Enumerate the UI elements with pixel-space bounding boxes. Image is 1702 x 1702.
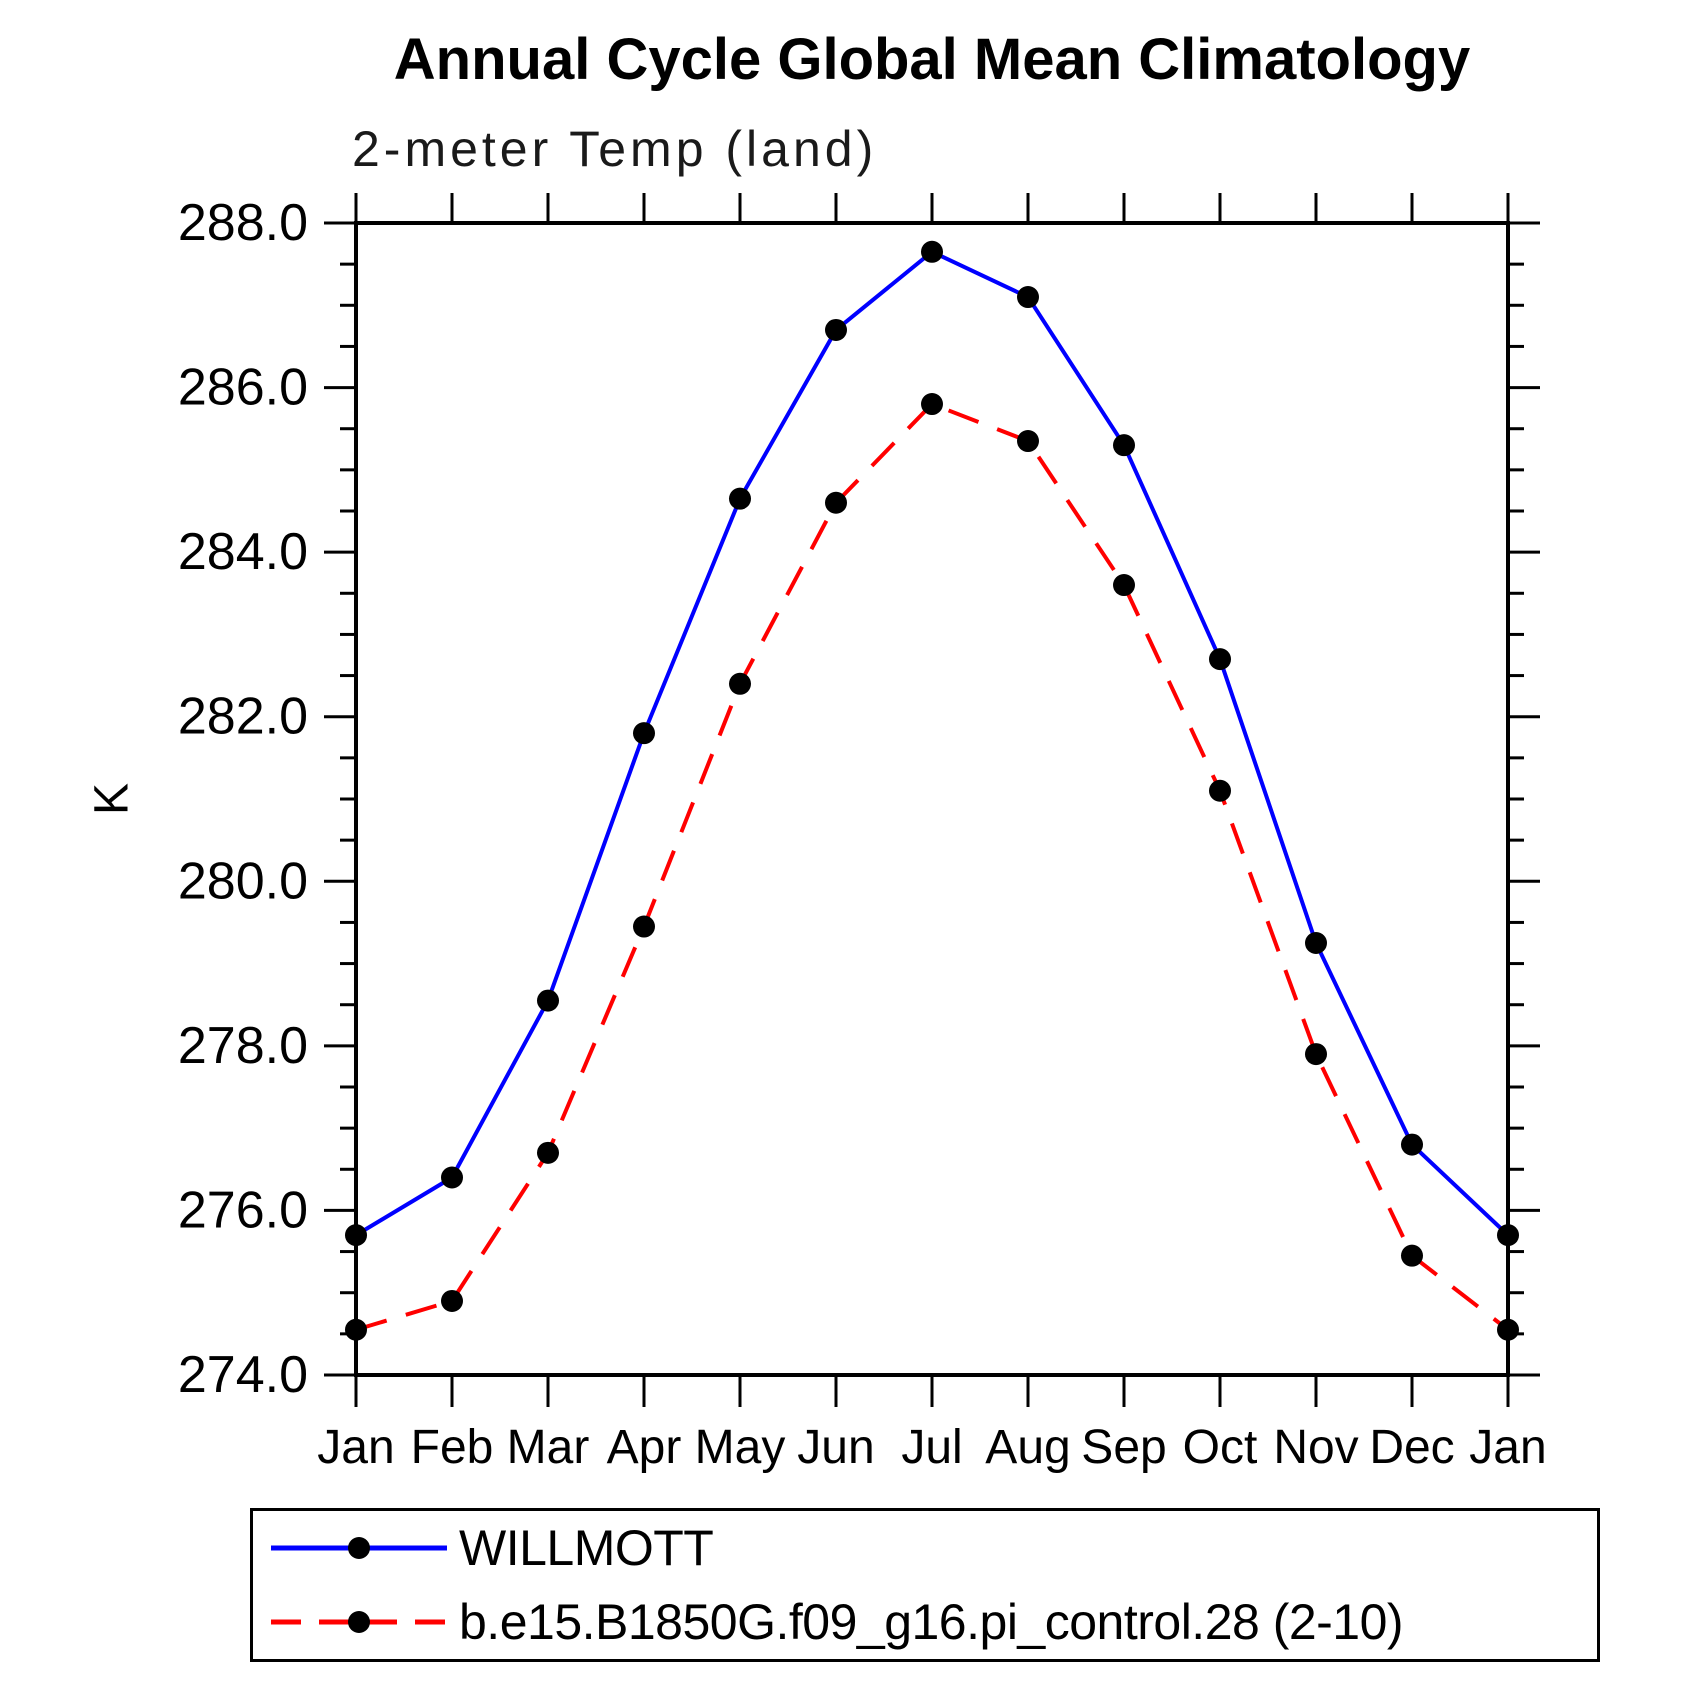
series-1-marker (1497, 1318, 1519, 1341)
series-0-marker (1113, 434, 1135, 457)
series-0-marker (825, 318, 847, 341)
x-tick-label: Nov (1273, 1421, 1358, 1474)
series-0-marker (1017, 286, 1039, 309)
series-1-marker (729, 672, 751, 695)
series-0-marker (441, 1166, 463, 1189)
series-1-marker (1209, 779, 1231, 802)
legend-marker (348, 1611, 370, 1633)
y-tick-label: 274.0 (178, 1346, 308, 1404)
y-tick-label: 280.0 (178, 852, 308, 910)
legend-label: WILLMOTT (459, 1520, 714, 1576)
series-0-marker (1305, 932, 1327, 954)
series-line-1 (355, 401, 1510, 1332)
series-0-marker (1209, 648, 1231, 671)
chart-title: Annual Cycle Global Mean Climatology (393, 27, 1471, 92)
legend-item: b.e15.B1850G.f09_g16.pi_control.28 (2-10… (253, 1585, 1597, 1659)
series-1-marker (345, 1318, 367, 1341)
x-tick-label: Sep (1081, 1421, 1166, 1474)
series-1-marker (1401, 1244, 1423, 1267)
y-tick-label: 282.0 (178, 688, 308, 746)
y-tick-label: 286.0 (178, 359, 308, 417)
legend-line-sample (271, 1537, 447, 1559)
legend-label: b.e15.B1850G.f09_g16.pi_control.28 (2-10… (459, 1594, 1404, 1650)
x-tick-label: Feb (411, 1421, 494, 1474)
chart-subtitle: 2-meter Temp (land) (352, 121, 878, 177)
series-1-marker (1017, 430, 1039, 453)
y-tick-label: 276.0 (178, 1181, 308, 1239)
series-0-marker (921, 240, 943, 263)
x-tick-label: Oct (1183, 1421, 1258, 1474)
legend-item: WILLMOTT (253, 1511, 1597, 1585)
y-tick-label: 284.0 (178, 523, 308, 581)
x-tick-label: Jan (317, 1421, 394, 1474)
y-axis-title: K (86, 783, 139, 815)
legend-line-sample (271, 1611, 447, 1633)
series-1-marker (441, 1289, 463, 1312)
legend-marker (348, 1537, 370, 1559)
series-1-marker (633, 915, 655, 938)
y-tick-label: 288.0 (178, 194, 308, 252)
series-0-marker (537, 989, 559, 1012)
x-tick-label: Dec (1369, 1421, 1454, 1474)
x-tick-label: Mar (507, 1421, 590, 1474)
x-tick-label: Jun (797, 1421, 874, 1474)
x-tick-label: Jul (901, 1421, 962, 1474)
x-tick-label: Apr (607, 1421, 682, 1474)
series-1-marker (1305, 1043, 1327, 1066)
series-0-marker (1401, 1133, 1423, 1156)
series-1-marker (537, 1141, 559, 1164)
x-tick-label: May (695, 1421, 786, 1474)
x-tick-label: Aug (985, 1421, 1070, 1474)
legend: WILLMOTT b.e15.B1850G.f09_g16.pi_control.… (250, 1508, 1600, 1662)
y-tick-label: 278.0 (178, 1017, 308, 1075)
series-1-marker (921, 393, 943, 416)
series-0-marker (633, 722, 655, 745)
series-1-marker (1113, 574, 1135, 597)
series-0-marker (345, 1224, 367, 1247)
x-tick-label: Jan (1469, 1421, 1546, 1474)
series-0-marker (729, 487, 751, 510)
series-1-marker (825, 491, 847, 514)
series-0-marker (1497, 1224, 1519, 1247)
